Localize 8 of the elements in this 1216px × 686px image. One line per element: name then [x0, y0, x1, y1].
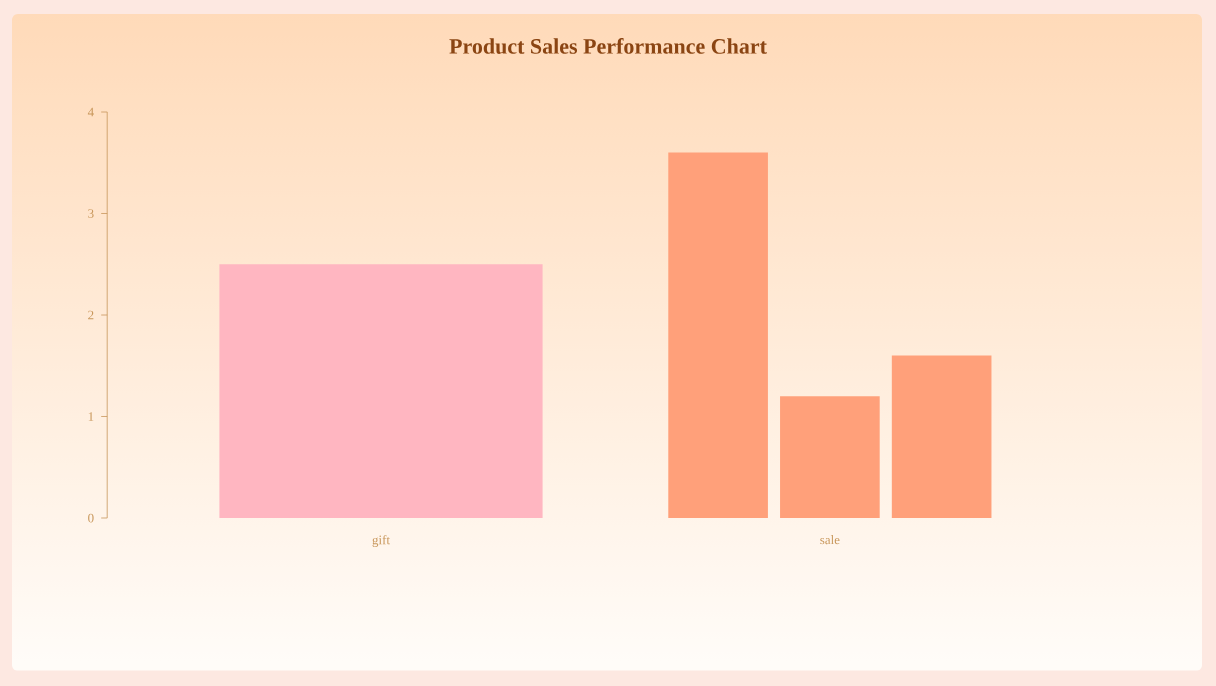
y-tick-label: 3	[88, 209, 94, 218]
y-tick-label: 1	[88, 412, 94, 421]
x-tick-label: sale	[820, 535, 840, 545]
x-tick-label: gift	[372, 535, 390, 548]
chart-title: Product Sales Performance Chart	[449, 38, 767, 54]
y-tick-label: 4	[87, 107, 94, 117]
y-tick-label: 2	[88, 310, 94, 320]
y-tick-label: 0	[88, 513, 94, 523]
